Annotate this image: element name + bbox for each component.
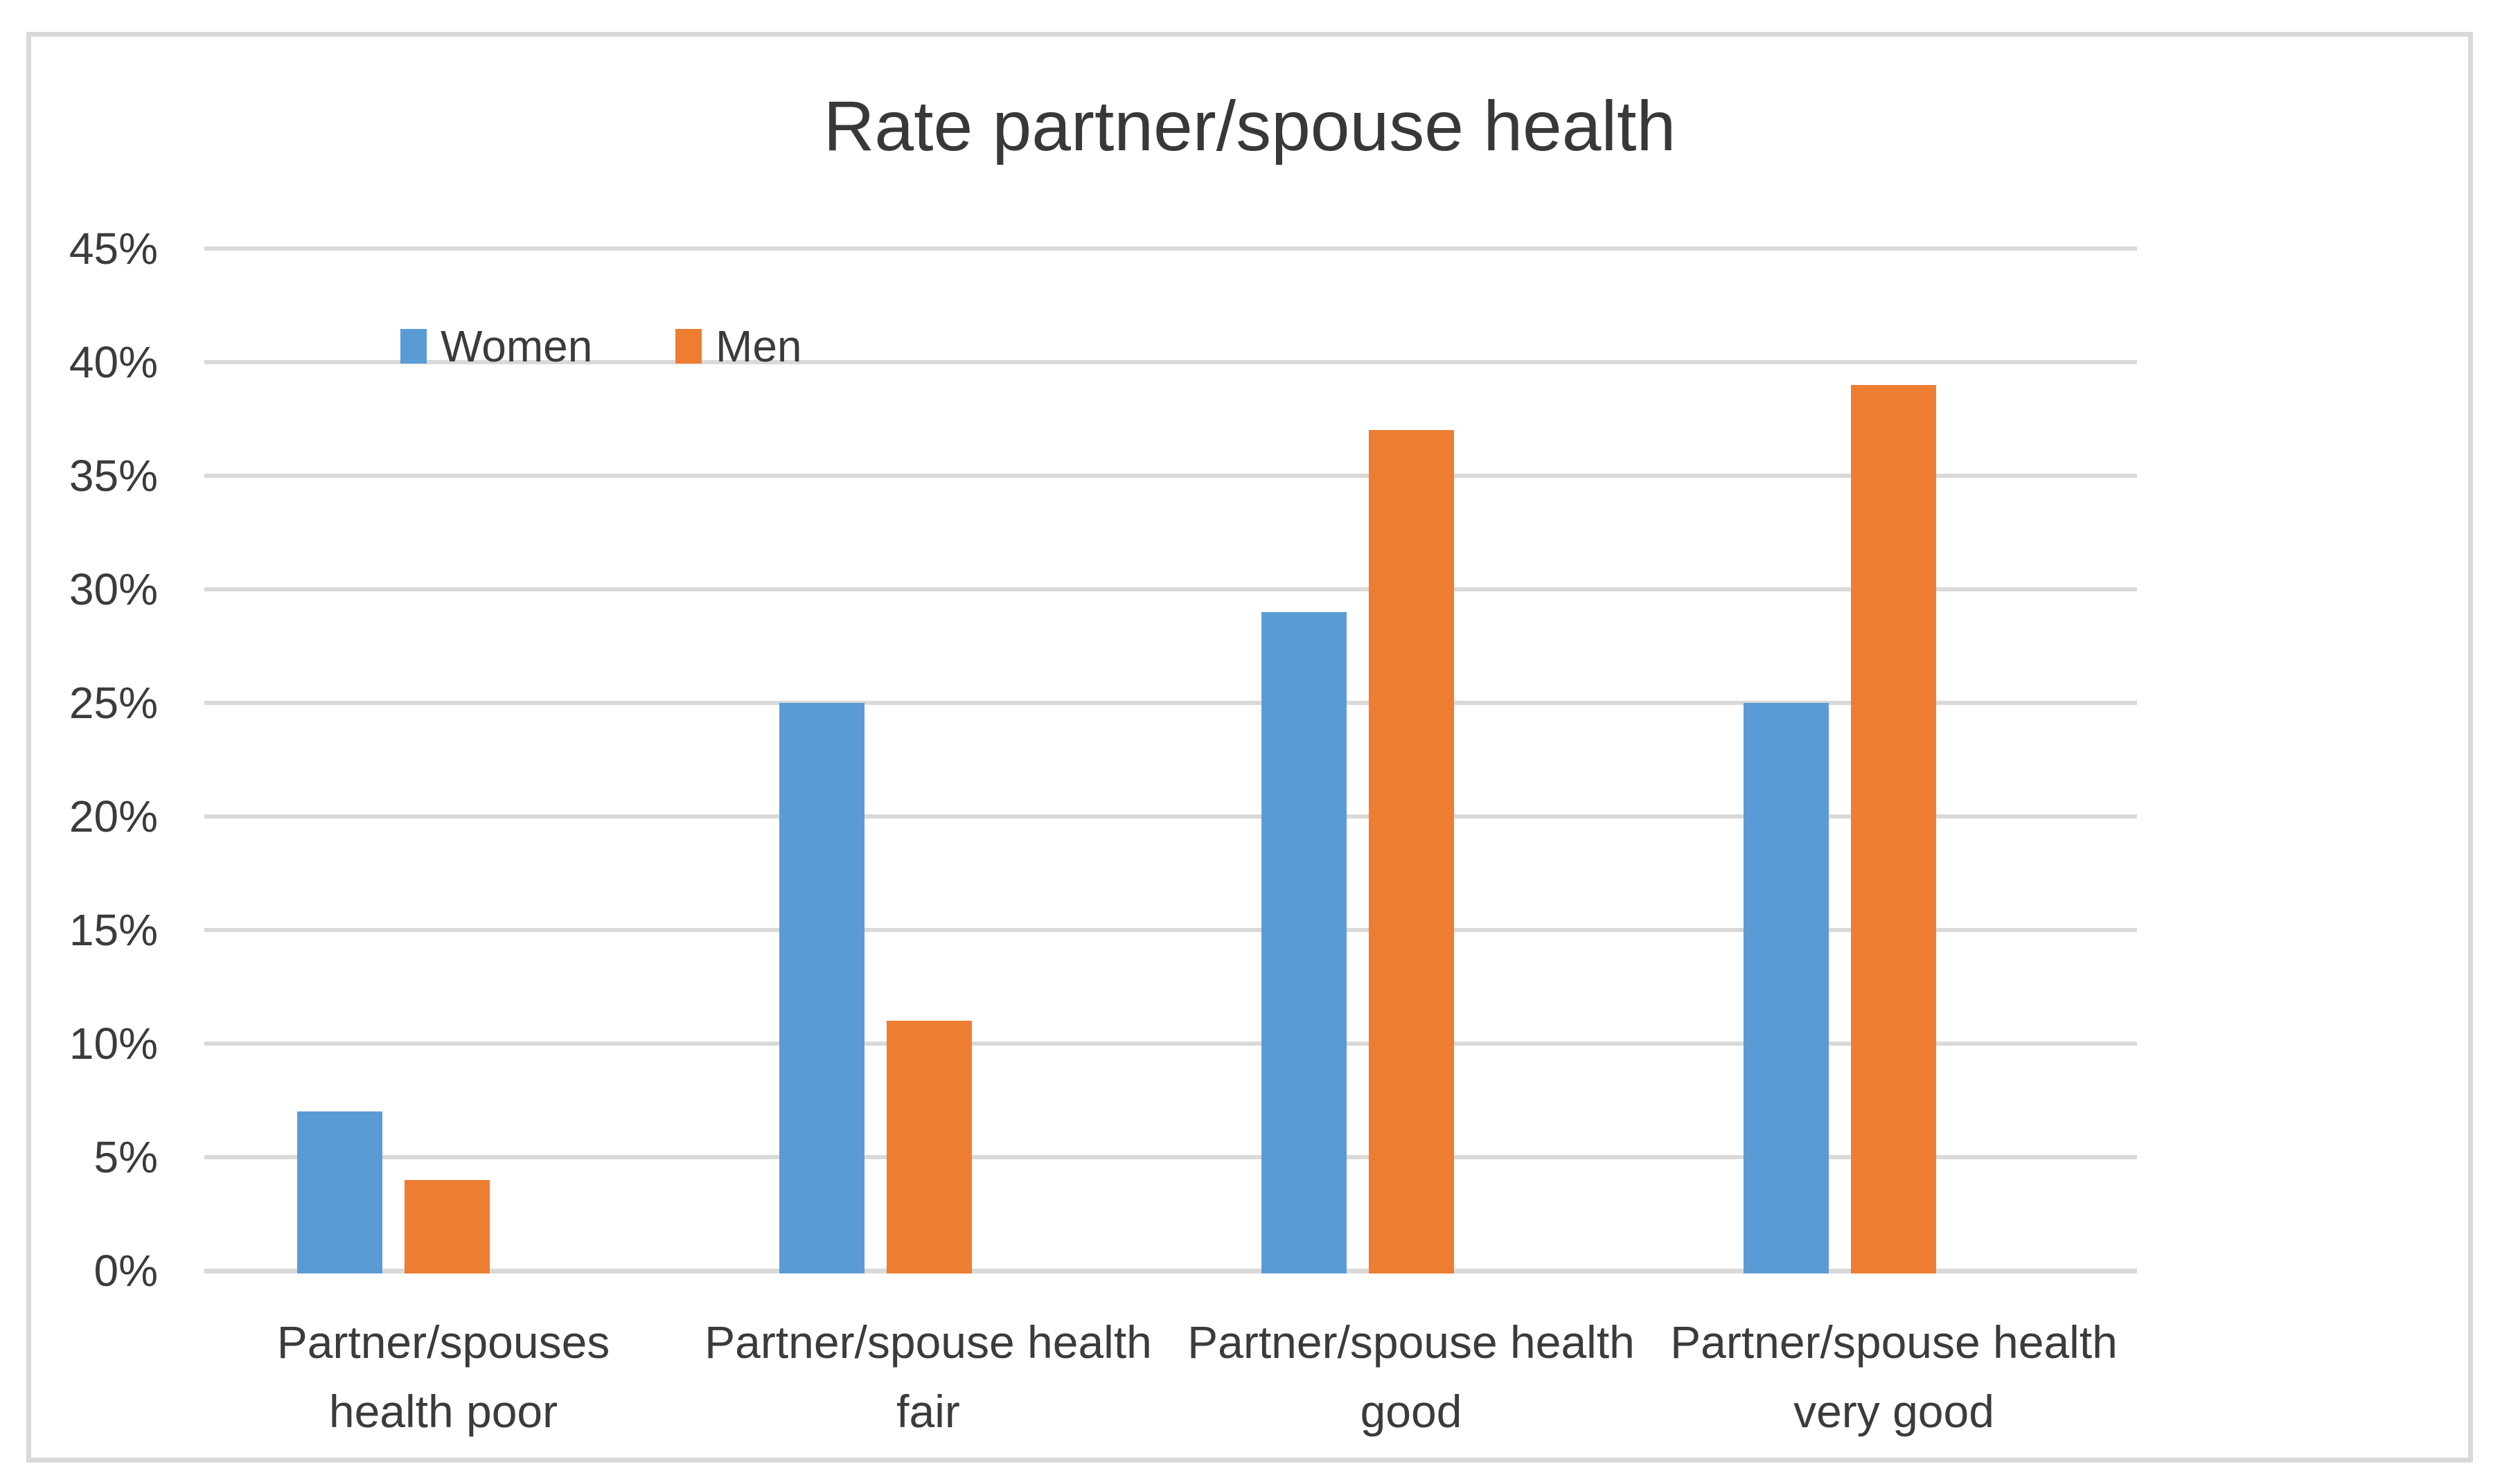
y-axis-tick-label: 5% <box>94 1132 159 1182</box>
gridline <box>204 1042 2137 1046</box>
bar-men <box>1851 384 1936 1273</box>
chart-title: Rate partner/spouse health <box>823 87 1676 166</box>
x-axis-category-label-line: Partner/spouses <box>276 1316 610 1368</box>
y-axis-tick-label: 30% <box>69 564 158 614</box>
x-axis-category-label-line: health poor <box>328 1386 558 1437</box>
gridline <box>204 247 2137 251</box>
legend-item-women: Women <box>400 324 592 368</box>
legend-label-men: Men <box>716 321 802 371</box>
gridline <box>204 360 2137 364</box>
legend-swatch-women <box>400 329 427 364</box>
gridline <box>204 1155 2137 1159</box>
gridline <box>204 701 2137 705</box>
bar-women <box>1261 611 1347 1273</box>
x-axis-category-label-line: very good <box>1793 1386 1994 1437</box>
x-axis-category-label: Partner/spouse health fair <box>644 1307 1212 1446</box>
gridline <box>204 474 2137 478</box>
bar-women <box>1744 703 1829 1273</box>
bar-women <box>297 1111 382 1273</box>
y-axis-tick-label: 35% <box>69 451 158 501</box>
x-axis-category-label-line: Partner/spouse health <box>1670 1316 2118 1368</box>
y-axis-tick-label: 10% <box>69 1019 158 1069</box>
legend-swatch-men <box>675 329 702 364</box>
x-axis-category-label-line: Partner/spouse health <box>1187 1316 1635 1368</box>
legend-label-women: Women <box>441 321 593 371</box>
x-axis-category-label-line: fair <box>896 1386 960 1437</box>
bar-men <box>887 1021 972 1273</box>
x-axis-line <box>204 1269 2137 1273</box>
y-axis-tick-label: 20% <box>69 792 158 841</box>
gridline <box>204 928 2137 932</box>
y-axis-tick-label: 40% <box>69 337 158 387</box>
x-axis-category-label-line: Partner/spouse health <box>704 1316 1152 1368</box>
x-axis-category-label: Partner/spouse health good <box>1127 1307 1695 1446</box>
y-axis-tick-label: 45% <box>69 224 158 274</box>
legend-item-men: Men <box>675 324 802 368</box>
gridline <box>204 587 2137 591</box>
x-axis-category-label-line: good <box>1360 1386 1462 1437</box>
bar-men <box>405 1179 490 1273</box>
y-axis-tick-label: 0% <box>94 1246 159 1296</box>
gridline <box>204 814 2137 819</box>
x-axis-category-label: Partner/spouse health very good <box>1610 1307 2178 1446</box>
x-axis-category-label: Partner/spouses health poor <box>159 1307 727 1446</box>
bar-women <box>779 703 865 1273</box>
y-axis-tick-label: 15% <box>69 905 158 955</box>
bar-men <box>1369 430 1454 1273</box>
y-axis-tick-label: 25% <box>69 678 158 728</box>
